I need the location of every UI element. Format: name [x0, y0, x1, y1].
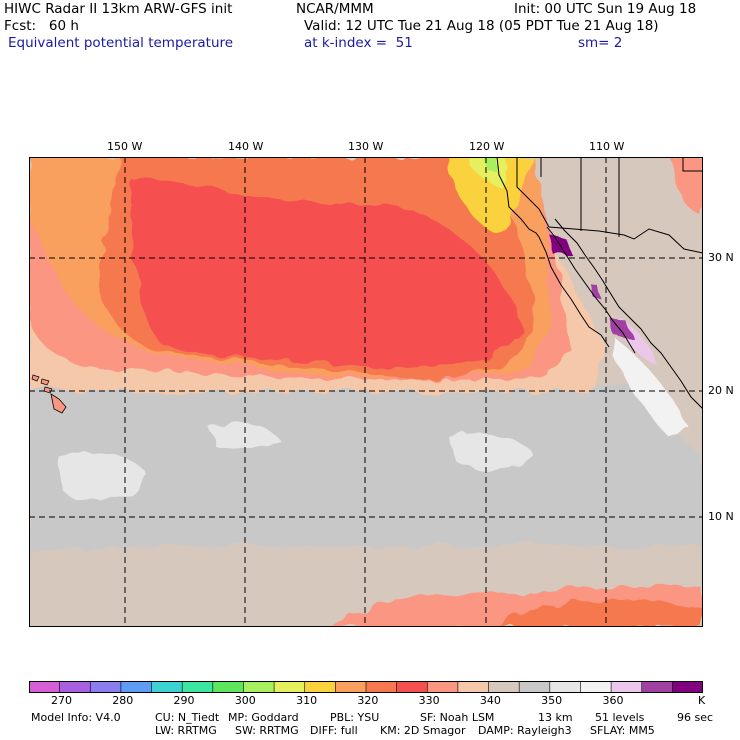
footer-resolution: 13 km: [538, 711, 573, 724]
level-index: at k-index = 51: [304, 35, 413, 51]
shade-land-salmon: [669, 157, 703, 217]
header-init-time: Init: 00 UTC Sun 19 Aug 18: [514, 1, 697, 17]
colorbar-unit: K: [698, 694, 706, 707]
colorbar-swatch: [518, 681, 551, 693]
island-hawaii: [50, 393, 67, 414]
coastline-gulf-west: [546, 226, 636, 354]
coastline-mexico-mainland: [554, 218, 703, 410]
footer-damping: DAMP: Rayleigh3: [478, 724, 572, 737]
colorbar-swatch: [335, 681, 367, 693]
shade-north-red: [129, 177, 524, 369]
colorbar-swatch: [181, 681, 214, 693]
header-org: NCAR/MMM: [296, 1, 374, 17]
colorbar-swatch: [426, 681, 459, 693]
colorbar-label: 300: [234, 694, 256, 707]
colorbar-swatch: [610, 681, 643, 693]
footer-surface: SF: Noah LSM: [420, 711, 495, 724]
lat-label-10n: 10 N: [708, 510, 734, 523]
colorbar-swatch: [672, 681, 703, 693]
shade-coast-green: [484, 157, 497, 171]
footer-diffusion: DIFF: full: [310, 724, 358, 737]
border-us-mexico: [548, 226, 703, 254]
header-forecast-hour: Fcst: 60 h: [4, 18, 79, 34]
colorbar-label: 290: [173, 694, 195, 707]
shade-coast-yellowgreen: [469, 157, 509, 187]
footer-km: KM: 2D Smagor: [380, 724, 466, 737]
colorbar-label: 350: [541, 694, 563, 707]
lat-label-20n: 20 N: [708, 384, 734, 397]
graticule: [29, 157, 703, 627]
colorbar-label: 320: [357, 694, 379, 707]
colorbar-label: 340: [479, 694, 501, 707]
colorbar-swatch: [396, 681, 428, 693]
lon-label-110w: 110 W: [589, 140, 625, 153]
footer-levels: 51 levels: [595, 711, 645, 724]
colorbar-swatch: [29, 681, 61, 693]
colorbar-swatch: [151, 681, 183, 693]
colorbar-swatch: [457, 681, 490, 693]
coastline-california-baja: [496, 157, 610, 348]
colorbar-swatch: [488, 681, 520, 693]
colorbar-swatch: [304, 681, 336, 693]
header-valid-time: Valid: 12 UTC Tue 21 Aug 18 (05 PDT Tue …: [304, 18, 659, 34]
colorbar-swatch: [549, 681, 582, 693]
colorbar-frame: [29, 681, 703, 693]
lon-label-120w: 120 W: [469, 140, 505, 153]
border-texas: [682, 157, 703, 172]
theta-e-map: [29, 157, 703, 627]
shade-baja-purple: [547, 232, 574, 257]
footer-pbl: PBL: YSU: [330, 711, 380, 724]
shade-light-patch-1: [59, 453, 149, 501]
footer-cumulus: CU: N_Tiedt: [155, 711, 220, 724]
header-model-title: HIWC Radar II 13km ARW-GFS init: [4, 1, 233, 17]
colorbar-swatch: [273, 681, 306, 693]
lon-label-150w: 150 W: [107, 140, 143, 153]
colorbar-swatches: [29, 681, 703, 693]
colorbar-label: 270: [51, 694, 72, 707]
field-name: Equivalent potential temperature: [8, 35, 234, 51]
island-oahu: [31, 374, 40, 382]
colorbar-label: 330: [418, 694, 440, 707]
shade-mexico-white: [614, 337, 689, 437]
colorbar-swatch: [120, 681, 153, 693]
island-molokai: [40, 378, 50, 386]
smoothing: sm= 2: [578, 35, 623, 51]
map-frame: [29, 157, 703, 627]
footer-surface-layer: SFLAY: MM5: [590, 724, 655, 737]
shade-south-red: [499, 600, 703, 627]
colorbar-label: 310: [296, 694, 318, 707]
footer-microphysics: MP: Goddard: [228, 711, 299, 724]
colorbar-label: 360: [602, 694, 624, 707]
footer-model-version: Model Info: V4.0: [31, 711, 121, 724]
colorbar-swatch: [243, 681, 275, 693]
shade-mexico-purple: [609, 317, 634, 339]
colorbar-swatch: [59, 681, 91, 693]
shade-coast-yellow: [449, 157, 534, 233]
lon-label-140w: 140 W: [228, 140, 264, 153]
colorbar-swatch: [641, 681, 673, 693]
colorbar-swatch: [580, 681, 612, 693]
footer-timestep: 96 sec: [677, 711, 714, 724]
shade-light-patch-2: [209, 423, 279, 451]
colorbar: [29, 681, 703, 693]
border-california-nevada: [516, 157, 550, 228]
colorbar-swatch: [212, 681, 245, 693]
colorbar-swatch: [365, 681, 398, 693]
lat-label-30n: 30 N: [708, 251, 734, 264]
colorbar-label: 280: [112, 694, 134, 707]
footer-longwave: LW: RRTMG: [155, 724, 217, 737]
shade-baja-purple-2: [589, 282, 599, 297]
shade-light-patch-3: [449, 433, 534, 470]
lon-label-130w: 130 W: [348, 140, 384, 153]
colorbar-swatch: [89, 681, 122, 693]
footer-shortwave: SW: RRTMG: [235, 724, 299, 737]
